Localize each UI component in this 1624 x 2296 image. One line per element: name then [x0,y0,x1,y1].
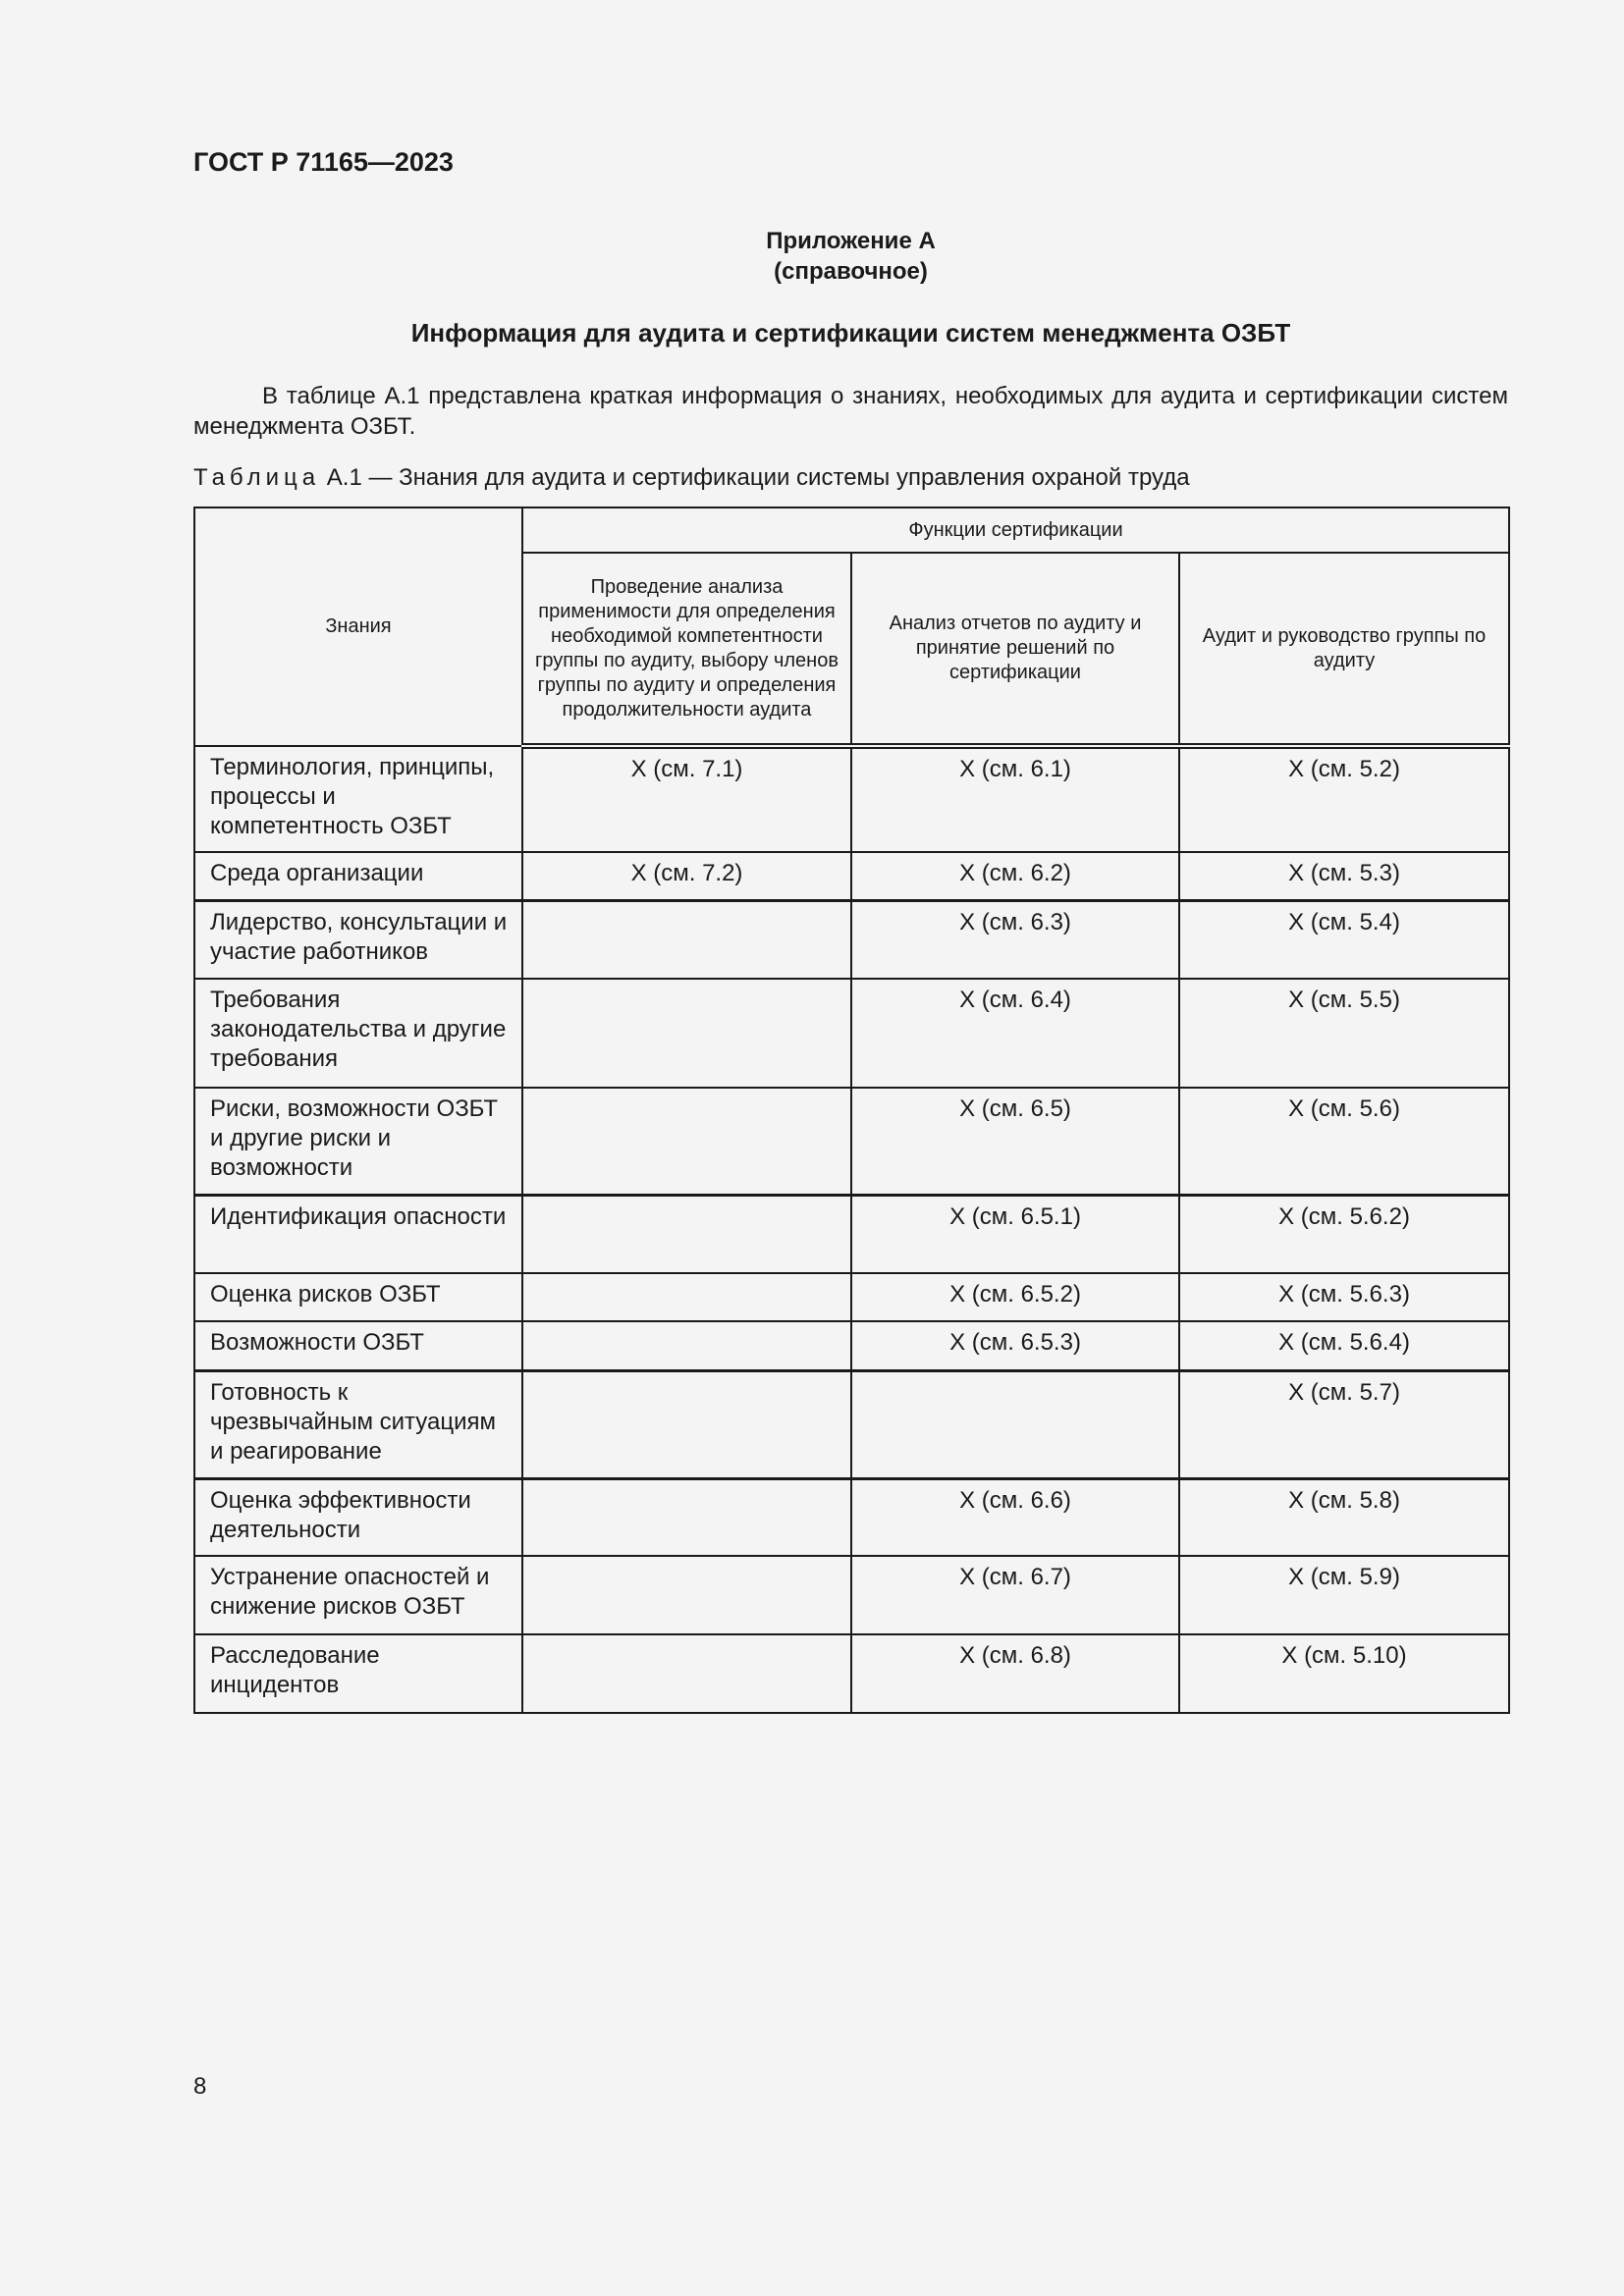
col2-cell: X (см. 6.2) [850,851,1180,901]
col2-cell [850,1368,1180,1479]
table-row: Оценка рисков ОЗБТ X (см. 6.5.2) X (см. 5.… [193,1272,1511,1322]
col2-cell: X (см. 6.4) [850,978,1180,1089]
col3-cell: X (см. 5.5) [1177,978,1511,1089]
col2-cell: X (см. 6.3) [850,898,1180,980]
col3-cell: X (см. 5.6.4) [1177,1320,1511,1371]
caption-text: А.1 — Знания для аудита и сертификации с… [326,464,1190,491]
table-row: Возможности ОЗБТ X (см. 6.5.3) X (см. 5.6.… [193,1320,1511,1371]
col3-cell: X (см. 5.8) [1177,1476,1511,1557]
knowledge-cell: Возможности ОЗБТ [193,1320,523,1371]
table-row: Терминология, принципы, процессы и компе… [193,745,1511,853]
table-row: Среда организации X (см. 7.2) X (см. 6.2) X… [193,851,1511,901]
col1-cell: X (см. 7.2) [521,851,852,901]
caption-prefix: Таблица [193,464,321,491]
page-number: 8 [193,2073,207,2100]
col3-cell: X (см. 5.7) [1177,1368,1511,1479]
col2-cell: X (см. 6.8) [850,1633,1180,1714]
table-row: Идентификация опасности X (см. 6.5.1) X (с… [193,1193,1511,1274]
document-code: ГОСТ Р 71165—2023 [193,147,454,177]
col2-cell: X (см. 6.5.2) [850,1272,1180,1322]
col3-cell: X (см. 5.2) [1177,745,1511,853]
header-knowledge: Знания [193,507,523,747]
header-col-3: Аудит и руководство группы по аудиту [1177,552,1511,749]
col1-cell [521,1087,852,1196]
table-row: Требования законодательства и другие тре… [193,978,1511,1089]
table-row: Риски, возможности ОЗБТ и другие риски и… [193,1087,1511,1196]
knowledge-cell: Оценка рисков ОЗБТ [193,1272,523,1322]
col2-cell: X (см. 6.6) [850,1476,1180,1557]
table-row: Готовность к чрезвычайным ситуациям и ре… [193,1368,1511,1479]
header-col-2: Анализ отчетов по аудиту и принятие реше… [850,552,1180,749]
col2-cell: X (см. 6.5.3) [850,1320,1180,1371]
table-row: Расследование инцидентов X (см. 6.8) X (см… [193,1633,1511,1714]
appendix-type: (справочное) [774,258,928,285]
col3-cell: X (см. 5.9) [1177,1555,1511,1635]
col2-cell: X (см. 6.5) [850,1087,1180,1196]
table-row: Устранение опасностей и снижение рисков … [193,1555,1511,1635]
col1-cell [521,1476,852,1557]
header-certification-functions: Функции сертификации [520,507,1511,554]
header-col-1: Проведение анализа применимости для опре… [521,552,852,749]
col1-cell: X (см. 7.1) [521,745,852,853]
table-row: Лидерство, консультации и участие работн… [193,898,1511,980]
section-heading: Информация для аудита и сертификации сис… [410,318,1291,347]
knowledge-cell: Требования законодательства и другие тре… [193,978,523,1089]
knowledge-cell: Идентификация опасности [193,1193,523,1274]
col1-cell [521,1555,852,1635]
col2-cell: X (см. 6.7) [850,1555,1180,1635]
col1-cell [521,1633,852,1714]
knowledge-cell: Оценка эффективности деятельности [193,1476,523,1557]
col3-cell: X (см. 5.6.3) [1177,1272,1511,1322]
appendix-label: Приложение А [766,228,936,254]
col2-cell: X (см. 6.5.1) [850,1193,1180,1274]
col3-cell: X (см. 5.4) [1177,898,1511,980]
knowledge-cell: Лидерство, консультации и участие работн… [193,898,523,980]
table-row: Оценка эффективности деятельности X (см. … [193,1476,1511,1557]
col3-cell: X (см. 5.10) [1177,1633,1511,1714]
knowledge-cell: Расследование инцидентов [193,1633,523,1714]
col1-cell [521,1320,852,1371]
knowledge-cell: Риски, возможности ОЗБТ и другие риски и… [193,1087,523,1196]
table-caption: Таблица А.1 — Знания для аудита и сертиф… [193,464,1190,492]
col1-cell [521,898,852,980]
knowledge-table: Знания Функции сертификации Проведение а… [193,507,1511,1714]
col3-cell: X (см. 5.6) [1177,1087,1511,1196]
col2-cell: X (см. 6.1) [850,745,1180,853]
knowledge-cell: Устранение опасностей и снижение рисков … [193,1555,523,1635]
col1-cell [521,978,852,1089]
knowledge-cell: Терминология, принципы, процессы и компе… [193,745,523,853]
intro-paragraph: В таблице А.1 представлена краткая инфор… [193,383,1508,440]
col1-cell [521,1193,852,1274]
knowledge-cell: Среда организации [193,851,523,901]
col1-cell [521,1272,852,1322]
col3-cell: X (см. 5.3) [1177,851,1511,901]
col3-cell: X (см. 5.6.2) [1177,1193,1511,1274]
knowledge-cell: Готовность к чрезвычайным ситуациям и ре… [193,1368,523,1479]
col1-cell [521,1368,852,1479]
appendix-title: Приложение А (справочное) [193,226,1508,287]
